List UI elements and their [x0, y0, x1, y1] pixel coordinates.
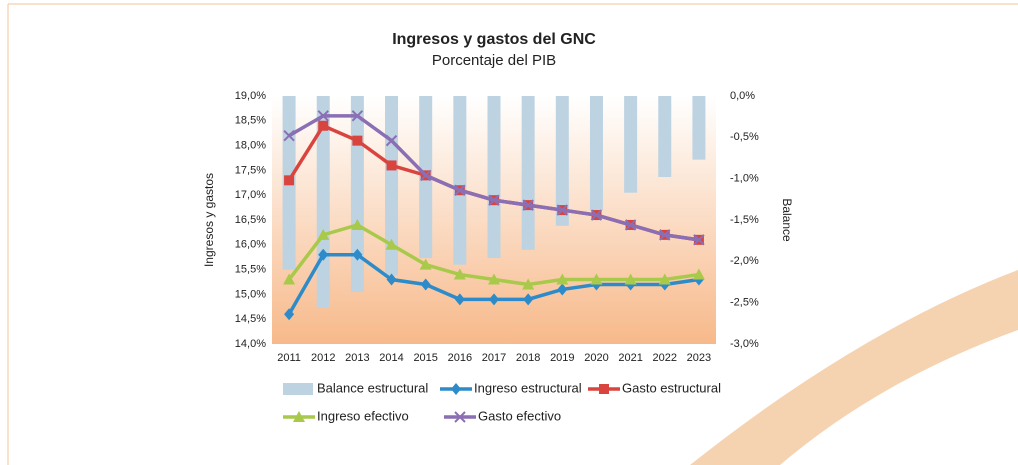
legend-label: Ingreso efectivo	[317, 408, 409, 423]
x-tick-label: 2015	[413, 352, 437, 364]
chart-subtitle: Porcentaje del PIB	[432, 52, 556, 69]
y-axis-title: Ingresos y gastos	[202, 173, 216, 267]
y2-axis-title: Balance	[780, 198, 794, 242]
y2-tick-label: -3,0%	[730, 338, 759, 350]
bar	[488, 96, 501, 258]
chart-title: Ingresos y gastos del GNC	[392, 31, 596, 48]
marker	[451, 383, 461, 395]
y-tick-label: 15,5%	[235, 264, 266, 276]
x-tick-label: 2023	[687, 352, 711, 364]
bar	[453, 96, 466, 265]
marker	[352, 136, 362, 146]
y-tick-label: 19,0%	[235, 90, 266, 102]
marker	[599, 384, 609, 394]
chart: Ingresos y gastos del GNC Porcentaje del…	[0, 0, 1018, 465]
y2-tick-label: -1,5%	[730, 214, 759, 226]
legend-swatch	[283, 383, 313, 395]
y-tick-label: 18,0%	[235, 140, 266, 152]
y-tick-label: 14,0%	[235, 338, 266, 350]
bar	[351, 96, 364, 292]
y2-tick-label: -1,0%	[730, 173, 759, 185]
bar	[658, 96, 671, 177]
x-tick-label: 2011	[277, 352, 301, 364]
marker	[387, 160, 397, 170]
x-tick-label: 2012	[311, 352, 335, 364]
x-tick-label: 2020	[584, 352, 608, 364]
bar	[522, 96, 535, 250]
bar	[590, 96, 603, 210]
y-tick-label: 14,5%	[235, 313, 266, 325]
y2-tick-label: 0,0%	[730, 90, 755, 102]
legend-label: Balance estructural	[317, 380, 428, 395]
y2-tick-label: -2,5%	[730, 297, 759, 309]
marker	[284, 175, 294, 185]
marker	[318, 121, 328, 131]
x-tick-label: 2022	[653, 352, 677, 364]
x-tick-label: 2021	[618, 352, 642, 364]
y2-tick-label: -2,0%	[730, 255, 759, 267]
y-tick-label: 16,0%	[235, 239, 266, 251]
y-tick-label: 18,5%	[235, 115, 266, 127]
legend-label: Ingreso estructural	[474, 380, 582, 395]
x-tick-label: 2014	[379, 352, 403, 364]
y-tick-label: 16,5%	[235, 214, 266, 226]
x-tick-label: 2018	[516, 352, 540, 364]
bar	[624, 96, 637, 193]
legend-label: Gasto estructural	[622, 380, 721, 395]
x-tick-label: 2019	[550, 352, 574, 364]
x-tick-label: 2016	[448, 352, 472, 364]
y-tick-label: 15,0%	[235, 288, 266, 300]
x-tick-label: 2017	[482, 352, 506, 364]
x-tick-label: 2013	[345, 352, 369, 364]
bar	[692, 96, 705, 160]
legend-label: Gasto efectivo	[478, 408, 561, 423]
y2-tick-label: -0,5%	[730, 131, 759, 143]
y-tick-label: 17,0%	[235, 189, 266, 201]
y-tick-label: 17,5%	[235, 164, 266, 176]
